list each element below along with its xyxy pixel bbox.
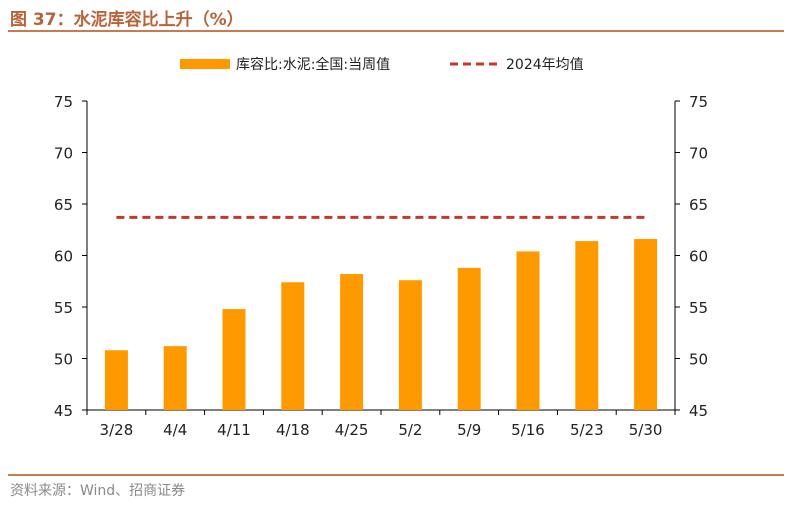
title-divider	[8, 30, 784, 32]
bar	[634, 239, 658, 410]
bar	[163, 346, 187, 410]
source-note: 资料来源：Wind、招商证券	[10, 483, 186, 499]
y-tick-label-left: 45	[54, 402, 73, 420]
x-tick-label: 5/9	[457, 421, 481, 439]
figure-title: 图 37：水泥库容比上升（%）	[10, 10, 244, 30]
bar-chart: 库容比:水泥:全国:当周值 2024年均值 45 50 55 60 65 70 75 45 50…	[54, 56, 708, 439]
y-tick-label-right: 60	[689, 248, 708, 266]
x-tick-label: 4/4	[163, 421, 187, 439]
y-tick-label-left: 55	[54, 299, 73, 317]
y-tick-label-left: 50	[54, 351, 73, 369]
x-tick-label: 5/16	[511, 421, 545, 439]
bar	[457, 267, 481, 410]
bar	[575, 241, 599, 410]
x-tick-label: 5/23	[570, 421, 604, 439]
source-divider	[8, 474, 784, 476]
x-tick-label: 5/30	[629, 421, 663, 439]
legend: 库容比:水泥:全国:当周值 2024年均值	[180, 56, 584, 73]
bar	[104, 350, 128, 410]
y-tick-label-left: 60	[54, 248, 73, 266]
x-axis-labels: 3/28 4/4 4/11 4/18 4/25 5/2 5/9 5/16 5/23 5/30	[100, 421, 663, 439]
bar	[398, 280, 422, 410]
y-tick-label-right: 65	[689, 196, 708, 214]
y-tick-label-right: 55	[689, 299, 708, 317]
y-tick-label-right: 70	[689, 145, 708, 163]
bar-series	[104, 239, 658, 410]
y-tick-label-right: 45	[689, 402, 708, 420]
axes: 45 50 55 60 65 70 75 45 50 55 60 65 70 75	[54, 93, 708, 420]
y-tick-label-left: 65	[54, 196, 73, 214]
bar	[281, 282, 305, 410]
bar	[516, 251, 540, 410]
legend-bar-swatch	[180, 59, 230, 69]
x-tick-label: 4/25	[335, 421, 369, 439]
legend-line-label: 2024年均值	[506, 57, 584, 73]
y-tick-label-left: 70	[54, 145, 73, 163]
x-tick-label: 4/18	[276, 421, 310, 439]
x-tick-label: 5/2	[398, 421, 422, 439]
legend-bar-label: 库容比:水泥:全国:当周值	[236, 56, 390, 73]
x-tick-label: 3/28	[100, 421, 134, 439]
bar	[340, 274, 364, 410]
y-tick-label-left: 75	[54, 93, 73, 111]
y-tick-label-right: 75	[689, 93, 708, 111]
y-tick-label-right: 50	[689, 351, 708, 369]
bar	[222, 309, 246, 410]
x-tick-label: 4/11	[217, 421, 251, 439]
